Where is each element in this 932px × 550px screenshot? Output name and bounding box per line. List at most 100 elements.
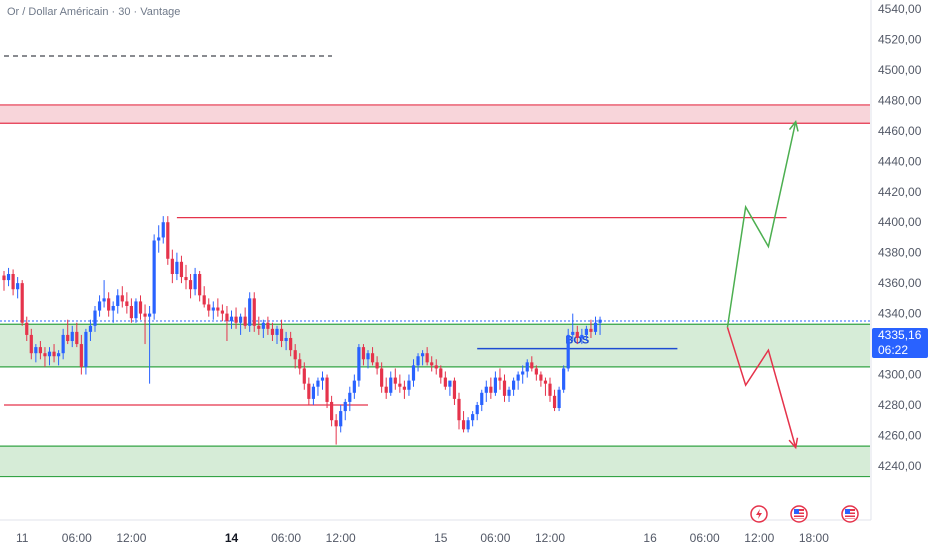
candle-body [375, 362, 379, 369]
candle-body [52, 351, 56, 357]
candle-body [266, 322, 270, 329]
price-tick-label: 4400,00 [878, 215, 922, 229]
candle-body [557, 389, 561, 409]
candle-body [220, 310, 224, 314]
candle-body [43, 353, 47, 357]
current-price-value: 4335,16 [878, 328, 922, 342]
candle-body [380, 368, 384, 387]
time-tick-label: 12:00 [326, 531, 356, 545]
levels-layer [4, 217, 787, 406]
candle-body [38, 347, 42, 354]
economic-event-icon[interactable] [750, 505, 768, 523]
candle-body [507, 389, 511, 396]
candle-body [252, 298, 256, 326]
candle-body [452, 380, 457, 399]
price-tick-label: 4440,00 [878, 154, 922, 168]
candle-body [334, 420, 338, 427]
candle-body [584, 328, 588, 335]
time-tick-label: 06:00 [271, 531, 301, 545]
candle-body [75, 331, 79, 345]
candle-body [2, 275, 6, 281]
projection-down-path [726, 327, 797, 448]
candle-body [47, 351, 52, 357]
candle-body [589, 328, 593, 332]
candle-body [366, 353, 370, 360]
candle-body [562, 368, 566, 390]
price-tick-label: 4480,00 [878, 93, 922, 107]
us-flag-icon[interactable] [790, 505, 808, 523]
candle-body [466, 420, 470, 430]
candle-body [530, 362, 534, 369]
candle-body [216, 307, 220, 311]
time-tick-label: 16 [643, 531, 657, 545]
candle-body [389, 377, 393, 393]
candle-countdown: 06:22 [878, 343, 909, 357]
candle-body [384, 386, 388, 393]
time-tick-label: 18:00 [799, 531, 829, 545]
candle-body [311, 386, 315, 399]
time-tick-label: 11 [16, 531, 29, 545]
candle-body [325, 377, 329, 402]
symbol-title: Or / Dollar Américain · 30 · Vantage [7, 6, 181, 18]
zones-layer [0, 104, 870, 478]
candle-body [129, 305, 133, 319]
candle-body [480, 392, 484, 405]
candle-body [279, 328, 284, 342]
candle-body [548, 383, 552, 396]
candle-body [539, 374, 543, 381]
us-flag-icon[interactable] [841, 505, 859, 523]
candle-body [421, 353, 425, 357]
candle-body [170, 258, 174, 275]
candle-body [25, 322, 29, 335]
candle-body [566, 334, 570, 369]
candle-body [552, 395, 557, 409]
candle-body [593, 322, 598, 332]
candle-body [257, 325, 261, 329]
time-tick-label: 06:00 [480, 531, 510, 545]
price-tick-label: 4540,00 [878, 2, 922, 16]
time-tick-label: 12:00 [116, 531, 146, 545]
candle-body [402, 386, 406, 390]
candle-body [571, 331, 575, 335]
candle-body [430, 362, 434, 366]
time-axis[interactable]: 11 06:00 12:00 14 06:00 12:00 15 06:00 12:00 16 06… [16, 531, 829, 545]
candle-body [243, 316, 247, 326]
candle-body [57, 353, 61, 357]
candle-body [207, 304, 211, 311]
time-tick-label: 12:00 [535, 531, 565, 545]
projection-down-arrowhead [788, 437, 799, 450]
candle-body [116, 295, 120, 306]
candle-body [157, 237, 161, 241]
candle-body [6, 274, 11, 281]
candle-body [66, 334, 70, 342]
candle-body [598, 319, 602, 323]
candle-body [284, 337, 288, 342]
price-axis[interactable]: 4540,00 4520,00 4500,00 4480,00 4460,00 4440,… [878, 2, 922, 473]
time-tick-label: 06:00 [62, 531, 92, 545]
demand-zone [0, 324, 870, 367]
candle-body [352, 380, 356, 393]
time-tick-label: 12:00 [744, 531, 774, 545]
candle-body [521, 371, 525, 375]
candle-body [575, 331, 579, 338]
price-tick-label: 4240,00 [878, 459, 922, 473]
candle-body [307, 383, 311, 399]
candle-body [175, 261, 179, 275]
candle-body [152, 240, 156, 314]
candle-body [111, 305, 115, 311]
price-tick-label: 4500,00 [878, 63, 922, 77]
candle-body [502, 380, 507, 396]
candle-body [393, 377, 397, 384]
candle-body [448, 380, 452, 387]
candle-body [330, 401, 334, 421]
candle-body [198, 274, 202, 296]
candle-body [484, 386, 488, 393]
candle-body [184, 277, 188, 281]
candle-body [120, 295, 124, 302]
candle-body [275, 328, 279, 335]
candle-body [357, 347, 361, 381]
candle-body [316, 380, 320, 387]
candle-body [411, 365, 416, 381]
candle-body [138, 301, 143, 314]
